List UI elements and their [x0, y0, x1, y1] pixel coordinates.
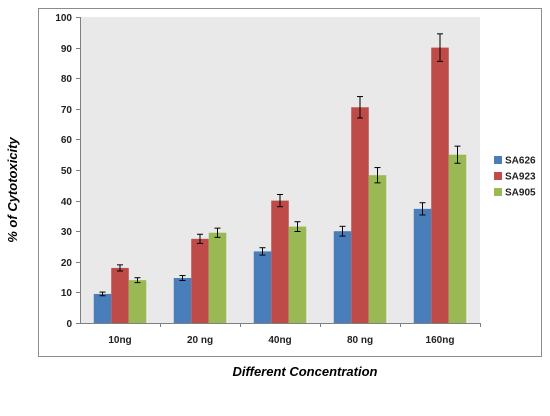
- bar-sa905-0: [128, 280, 147, 323]
- y-tick-label: 20: [61, 258, 73, 269]
- bar-series: [93, 47, 467, 324]
- y-tick-label: 90: [61, 44, 73, 55]
- legend-swatch-sa905: [494, 188, 502, 196]
- y-tick-label: 0: [66, 319, 72, 330]
- x-tick-label: 40ng: [268, 335, 291, 346]
- bar-sa626-1: [173, 278, 192, 323]
- error-bars: [99, 33, 461, 297]
- y-axis-ticks: 0 10 20 30 40 50 60 70 80 90 100: [55, 13, 80, 330]
- bar-sa923-3: [351, 107, 369, 324]
- y-tick-label: 10: [61, 288, 73, 299]
- x-tick-label: 10ng: [108, 335, 131, 346]
- y-tick-label: 100: [55, 13, 72, 24]
- legend-swatch-sa626: [494, 156, 502, 164]
- x-axis-title: Different Concentration: [233, 364, 378, 379]
- bar-sa905-2: [288, 226, 307, 323]
- bar-sa923-4: [431, 47, 449, 323]
- bar-sa905-1: [208, 232, 227, 323]
- bar-sa626-2: [253, 251, 272, 323]
- legend-label-sa905: SA905: [505, 188, 536, 199]
- bar-sa626-4: [413, 208, 432, 323]
- x-axis-ticks: 10ng 20 ng 40ng 80 ng 160ng: [108, 323, 481, 346]
- y-axis-title: % of Cytotoxicity: [5, 137, 20, 243]
- legend-swatch-sa923: [494, 172, 502, 180]
- bar-sa923-2: [271, 200, 289, 323]
- bar-sa905-4: [448, 154, 467, 323]
- y-tick-label: 70: [61, 105, 73, 116]
- x-tick-label: 80 ng: [347, 335, 373, 346]
- legend-label-sa923: SA923: [505, 172, 536, 183]
- bar-sa905-3: [368, 175, 387, 323]
- y-tick-label: 80: [61, 74, 73, 85]
- y-tick-label: 30: [61, 227, 73, 238]
- x-tick-label: 160ng: [426, 335, 455, 346]
- y-tick-label: 60: [61, 135, 73, 146]
- legend-label-sa626: SA626: [505, 156, 536, 167]
- y-tick-label: 40: [61, 197, 73, 208]
- legend: SA626 SA923 SA905: [494, 156, 536, 199]
- x-tick-label: 20 ng: [187, 335, 213, 346]
- bar-sa626-3: [333, 231, 352, 323]
- bar-sa923-1: [191, 238, 209, 323]
- y-tick-label: 50: [61, 166, 73, 177]
- bar-sa923-0: [111, 267, 129, 323]
- bar-sa626-0: [93, 293, 112, 323]
